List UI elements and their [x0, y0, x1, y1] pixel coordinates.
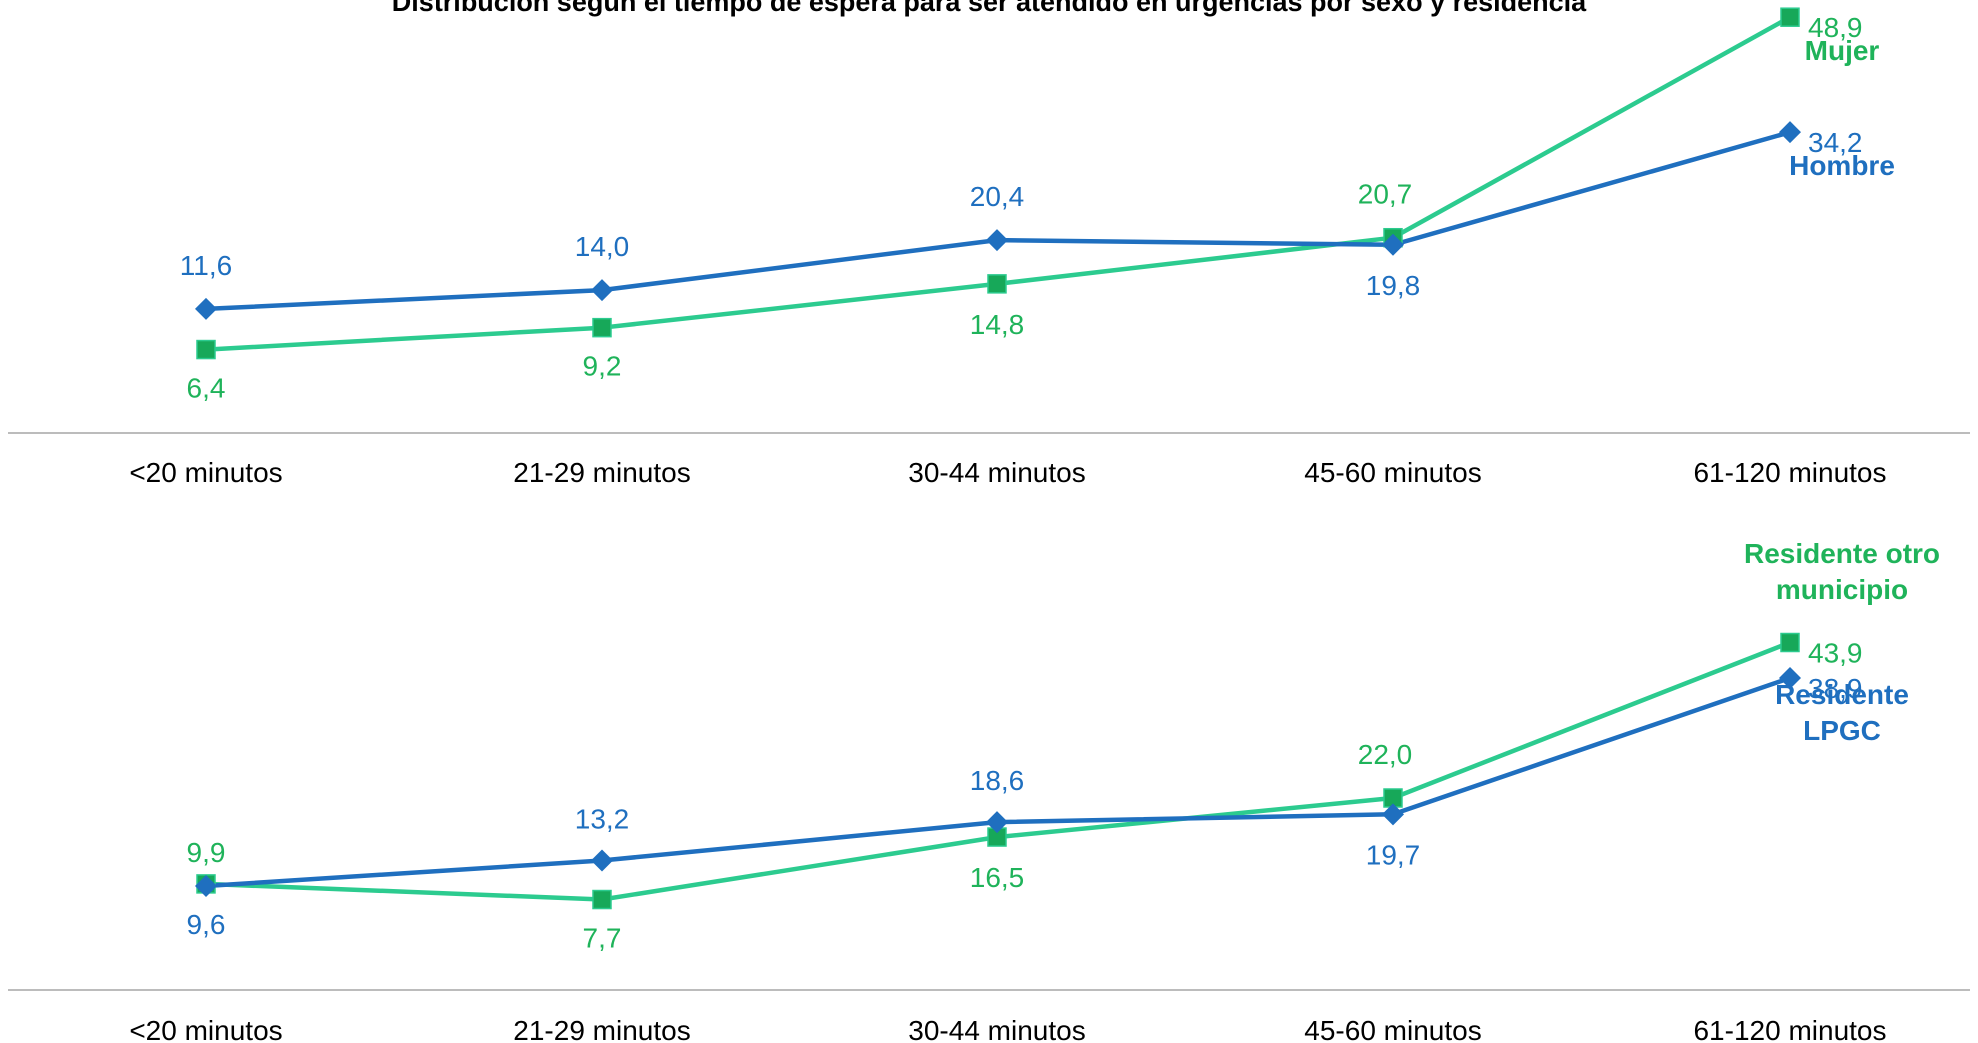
data-point-diamond: [195, 297, 217, 320]
data-point-diamond: [591, 849, 613, 872]
data-point-square: [592, 317, 612, 338]
chart-title: Distribución según el tiempo de espera p…: [391, 0, 1587, 17]
chart-2: <20 minutos 21-29 minutos 30-44 minutos 45-…: [8, 538, 1970, 1043]
data-point-square: [987, 274, 1007, 294]
data-label: 48,9: [1808, 12, 1863, 43]
data-label: 20,4: [970, 181, 1025, 212]
data-label: 14,0: [575, 231, 630, 262]
data-label: 9,6: [187, 909, 226, 940]
data-label: 34,2: [1808, 127, 1863, 158]
data-point-square: [1780, 7, 1800, 27]
data-label: 22,0: [1358, 739, 1413, 770]
series-name-label: Residente LPGC: [1775, 679, 1909, 746]
data-label: 38,9: [1808, 673, 1863, 704]
data-point-diamond: [591, 279, 613, 302]
x-tick-label: 45-60 minutos: [1304, 1015, 1481, 1043]
data-label: 11,6: [180, 250, 232, 281]
chart-1: <20 minutos 21-29 minutos 30-44 minutos 45-…: [8, 7, 1970, 488]
x-tick-label: 30-44 minutos: [908, 457, 1085, 488]
x-tick-label: 21-29 minutos: [513, 1015, 690, 1043]
data-point-square: [592, 889, 612, 910]
data-point-diamond: [986, 811, 1008, 834]
x-tick-label: 61-120 minutos: [1693, 457, 1886, 488]
data-point-diamond: [1382, 803, 1404, 826]
data-label: 13,2: [575, 803, 630, 834]
data-label: 9,9: [187, 837, 226, 868]
x-tick-label: 61-120 minutos: [1693, 1015, 1886, 1043]
series-name-label: Mujer: [1805, 35, 1880, 66]
series-name-label: Residente otro municipio: [1744, 538, 1940, 605]
data-label: 19,8: [1366, 270, 1421, 301]
x-tick-label: <20 minutos: [129, 1015, 282, 1043]
data-label: 18,6: [970, 765, 1025, 796]
data-label: 19,7: [1366, 839, 1421, 870]
data-point-square: [1780, 632, 1800, 653]
x-tick-label: 21-29 minutos: [513, 457, 690, 488]
data-label: 20,7: [1358, 179, 1413, 210]
x-tick-label: 30-44 minutos: [908, 1015, 1085, 1043]
data-point-square: [196, 339, 216, 360]
data-label: 43,9: [1808, 638, 1863, 669]
x-tick-label: 45-60 minutos: [1304, 457, 1481, 488]
data-label: 16,5: [970, 862, 1025, 893]
data-point-diamond: [986, 229, 1008, 252]
data-point-diamond: [1779, 121, 1801, 144]
series-name-label: Hombre: [1789, 150, 1895, 181]
data-label: 7,7: [583, 923, 622, 954]
data-point-diamond: [195, 875, 217, 898]
data-label: 6,4: [187, 373, 226, 404]
data-point-diamond: [1382, 233, 1404, 256]
x-tick-label: <20 minutos: [129, 457, 282, 488]
data-label: 14,8: [970, 309, 1025, 340]
data-point-diamond: [1779, 667, 1801, 690]
data-label: 9,2: [583, 351, 622, 382]
